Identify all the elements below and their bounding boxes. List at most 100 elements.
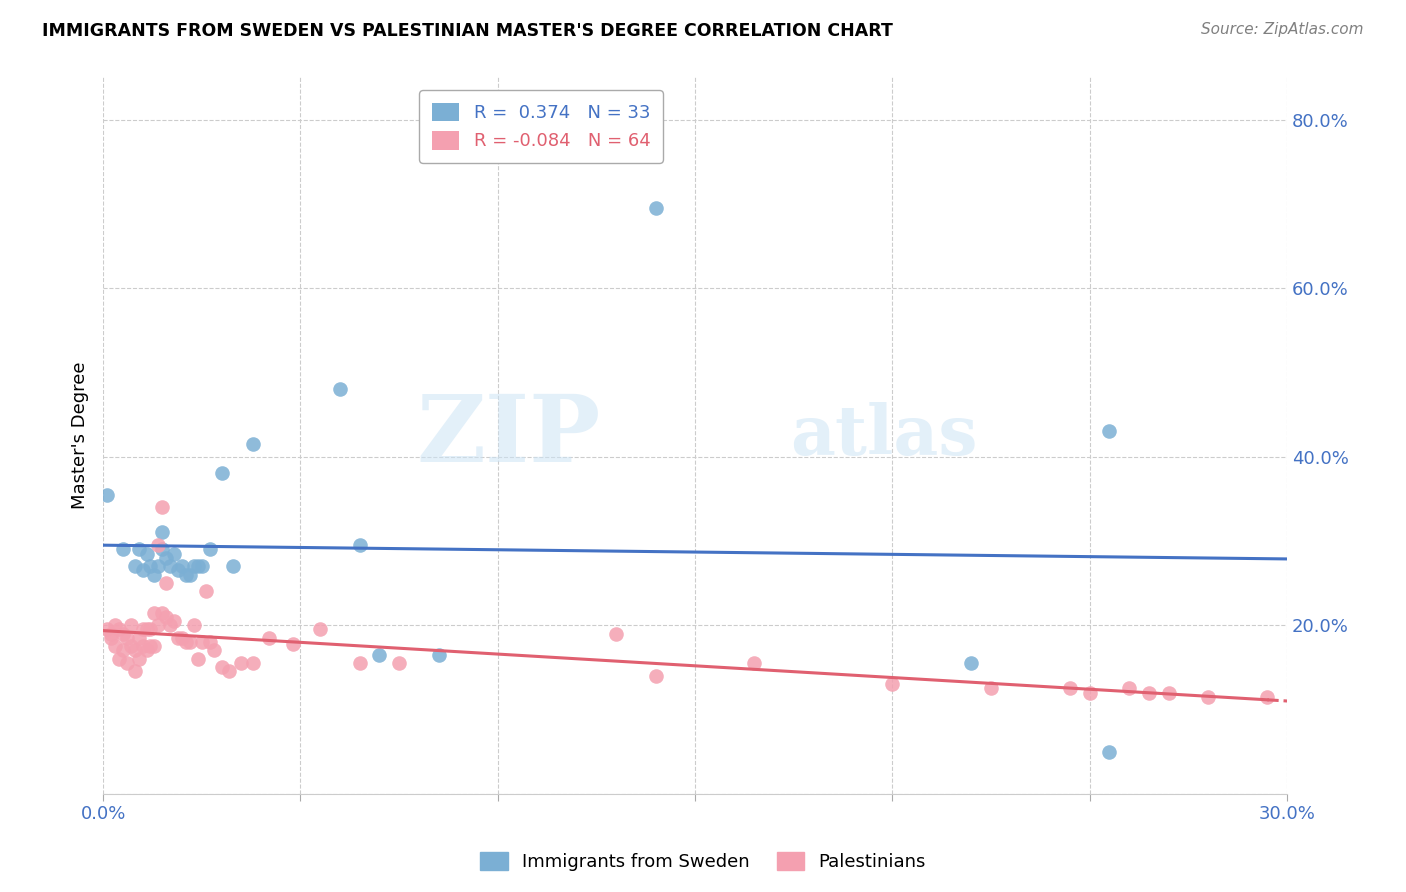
Point [174, 635, 197, 649]
Point [131, 623, 153, 637]
Point [104, 618, 127, 632]
Point [131, 563, 153, 577]
Point [1078, 685, 1101, 699]
Point [281, 637, 304, 651]
Point [111, 626, 134, 640]
Point [100, 631, 122, 645]
Point [202, 643, 225, 657]
Point [222, 559, 245, 574]
Point [115, 631, 138, 645]
Point [198, 635, 221, 649]
Point [111, 643, 134, 657]
Point [388, 656, 411, 670]
Y-axis label: Master's Degree: Master's Degree [72, 362, 89, 509]
Point [155, 550, 177, 565]
Point [1059, 681, 1081, 696]
Point [167, 631, 190, 645]
Point [309, 623, 332, 637]
Point [183, 559, 205, 574]
Point [150, 606, 173, 620]
Point [100, 626, 122, 640]
Point [174, 567, 197, 582]
Point [1157, 685, 1180, 699]
Point [231, 656, 253, 670]
Point [194, 584, 217, 599]
Point [139, 559, 162, 574]
Point [211, 660, 233, 674]
Point [257, 631, 280, 645]
Point [96, 487, 118, 501]
Point [170, 631, 193, 645]
Point [150, 525, 173, 540]
Point [427, 648, 450, 662]
Point [124, 559, 146, 574]
Point [150, 542, 173, 557]
Point [368, 648, 391, 662]
Point [163, 547, 186, 561]
Point [148, 559, 170, 574]
Point [155, 609, 177, 624]
Point [329, 382, 352, 396]
Point [349, 538, 371, 552]
Point [163, 614, 186, 628]
Point [191, 635, 214, 649]
Point [148, 618, 170, 632]
Point [139, 639, 162, 653]
Point [143, 567, 166, 582]
Point [111, 542, 134, 557]
Point [211, 467, 233, 481]
Point [218, 665, 240, 679]
Point [742, 656, 765, 670]
Point [187, 559, 209, 574]
Point [120, 639, 142, 653]
Point [242, 437, 264, 451]
Point [143, 639, 166, 653]
Legend: Immigrants from Sweden, Palestinians: Immigrants from Sweden, Palestinians [474, 845, 932, 879]
Point [882, 677, 904, 691]
Point [644, 669, 666, 683]
Point [1098, 745, 1121, 759]
Point [135, 547, 157, 561]
Point [139, 623, 162, 637]
Point [135, 643, 157, 657]
Point [155, 576, 177, 591]
Point [1197, 690, 1219, 704]
Point [159, 559, 181, 574]
Point [187, 652, 209, 666]
Point [644, 201, 666, 215]
Point [1256, 690, 1278, 704]
Point [96, 623, 118, 637]
Point [1098, 425, 1121, 439]
Point [191, 559, 214, 574]
Point [108, 623, 131, 637]
Point [150, 500, 173, 515]
Point [1137, 685, 1160, 699]
Point [148, 538, 170, 552]
Point [159, 618, 181, 632]
Point [128, 652, 150, 666]
Point [128, 542, 150, 557]
Point [143, 606, 166, 620]
Point [349, 656, 371, 670]
Point [242, 656, 264, 670]
Text: Source: ZipAtlas.com: Source: ZipAtlas.com [1201, 22, 1364, 37]
Point [104, 639, 127, 653]
Point [135, 623, 157, 637]
Point [170, 559, 193, 574]
Point [167, 563, 190, 577]
Legend: R =  0.374   N = 33, R = -0.084   N = 64: R = 0.374 N = 33, R = -0.084 N = 64 [419, 90, 664, 163]
Point [131, 639, 153, 653]
Point [120, 618, 142, 632]
Point [980, 681, 1002, 696]
Point [960, 656, 983, 670]
Point [108, 652, 131, 666]
Text: ZIP: ZIP [416, 391, 600, 481]
Point [124, 643, 146, 657]
Point [198, 542, 221, 557]
Point [124, 665, 146, 679]
Point [605, 626, 627, 640]
Text: IMMIGRANTS FROM SWEDEN VS PALESTINIAN MASTER'S DEGREE CORRELATION CHART: IMMIGRANTS FROM SWEDEN VS PALESTINIAN MA… [42, 22, 893, 40]
Point [179, 635, 201, 649]
Point [179, 567, 201, 582]
Text: atlas: atlas [790, 402, 977, 469]
